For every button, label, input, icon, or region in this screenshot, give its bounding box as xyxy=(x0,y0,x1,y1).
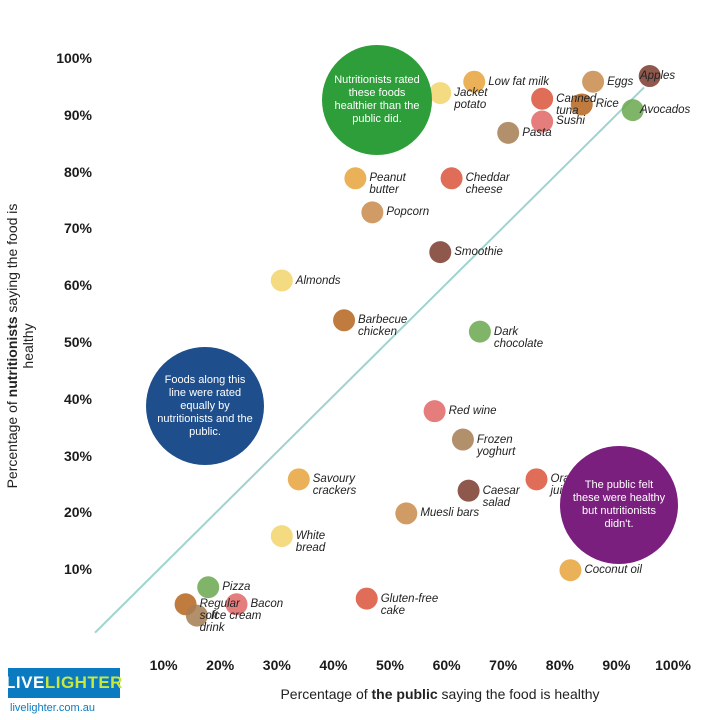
food-label: Regular soft drink xyxy=(199,598,240,635)
y-tick-label: 50% xyxy=(63,334,92,350)
food-marker xyxy=(440,167,463,190)
food-marker xyxy=(395,502,418,525)
food-marker xyxy=(468,320,491,343)
food-label: Gluten-free cake xyxy=(380,592,439,617)
annotation-nutritionists-healthier: Nutritionists rated these foods healthie… xyxy=(322,45,432,155)
food-marker xyxy=(344,167,367,190)
food-label: Caesar salad xyxy=(482,484,520,509)
annotation-equal-line: Foods along this line were rated equally… xyxy=(146,347,264,465)
equal-rating-line xyxy=(94,86,645,634)
food-label: Muesli bars xyxy=(420,507,480,520)
food-marker xyxy=(531,110,554,133)
y-tick-label: 30% xyxy=(63,447,92,464)
food-label: Low fat milk xyxy=(488,75,549,88)
food-label: Dark chocolate xyxy=(493,325,544,350)
food-marker xyxy=(270,525,293,548)
food-marker xyxy=(429,241,452,264)
food-label: Smoothie xyxy=(454,246,503,259)
food-marker xyxy=(582,70,605,93)
food-label: Ice cream xyxy=(210,609,262,622)
y-tick-label: 10% xyxy=(63,561,92,578)
food-label: Almonds xyxy=(295,274,341,287)
food-label: Frozen yoghurt xyxy=(476,433,516,458)
annotation-public-healthier: The public felt these were healthy but n… xyxy=(560,446,678,564)
food-marker xyxy=(361,201,384,224)
y-tick-label: 70% xyxy=(63,220,92,237)
x-tick-label: 10% xyxy=(149,657,178,673)
food-label: Apples xyxy=(640,70,676,83)
food-label: Cheddar cheese xyxy=(465,172,510,197)
x-axis-label: Percentage of the public saying the food… xyxy=(280,686,600,702)
food-marker xyxy=(638,65,661,88)
y-tick-label: 90% xyxy=(63,106,92,123)
food-label: Peanut butter xyxy=(369,172,406,197)
food-marker xyxy=(559,559,582,582)
food-marker xyxy=(423,400,446,423)
x-tick-label: 60% xyxy=(432,657,461,673)
food-label: Red wine xyxy=(448,405,497,418)
food-label: Bacon xyxy=(250,598,284,611)
food-marker xyxy=(270,269,293,292)
food-label: Sushi xyxy=(556,115,585,128)
x-tick-label: 90% xyxy=(602,657,631,673)
food-marker xyxy=(457,479,480,502)
food-marker xyxy=(355,587,378,610)
food-markers xyxy=(174,65,661,627)
food-marker xyxy=(197,576,220,599)
site-url[interactable]: livelighter.com.au xyxy=(10,702,95,714)
y-tick-label: 100% xyxy=(56,50,92,66)
food-label: Jacket potato xyxy=(454,87,488,112)
food-marker xyxy=(531,87,554,110)
food-marker xyxy=(185,604,208,627)
y-axis-label: Percentage of nutritionists saying the f… xyxy=(4,203,36,489)
livelighter-logo[interactable]: LIVE LIGHTER xyxy=(5,668,122,698)
food-label: Coconut oil xyxy=(584,564,642,577)
food-marker xyxy=(287,468,310,491)
food-label: Barbecue chicken xyxy=(358,314,408,339)
food-label: Canned tuna xyxy=(556,92,597,117)
food-marker xyxy=(429,82,452,105)
food-label: White bread xyxy=(295,530,326,555)
food-marker xyxy=(621,99,644,122)
x-tick-label: 40% xyxy=(319,657,348,673)
food-label: Pizza xyxy=(222,581,251,594)
y-tick-label: 20% xyxy=(63,504,92,521)
food-marker xyxy=(570,93,593,116)
x-tick-label: 50% xyxy=(375,657,405,673)
y-tick-label: 40% xyxy=(63,390,92,407)
food-marker xyxy=(463,70,486,93)
food-marker xyxy=(451,428,474,451)
food-marker xyxy=(333,309,356,332)
food-label: Eggs xyxy=(607,75,634,88)
food-label: Popcorn xyxy=(386,206,430,219)
x-tick-label: 80% xyxy=(545,657,574,673)
x-tick-label: 30% xyxy=(262,657,291,673)
food-label: Avocados xyxy=(640,104,691,117)
food-marker xyxy=(525,468,548,491)
x-tick-label: 70% xyxy=(489,657,518,673)
food-marker xyxy=(225,593,248,616)
food-label: Rice xyxy=(595,98,619,111)
food-marker xyxy=(497,121,520,144)
x-tick-label: 100% xyxy=(655,657,691,673)
x-tick-label: 20% xyxy=(206,657,235,673)
y-tick-label: 80% xyxy=(63,163,92,180)
food-label: Savoury crackers xyxy=(312,473,357,498)
food-label: Pasta xyxy=(522,126,552,139)
y-tick-label: 60% xyxy=(63,277,92,294)
